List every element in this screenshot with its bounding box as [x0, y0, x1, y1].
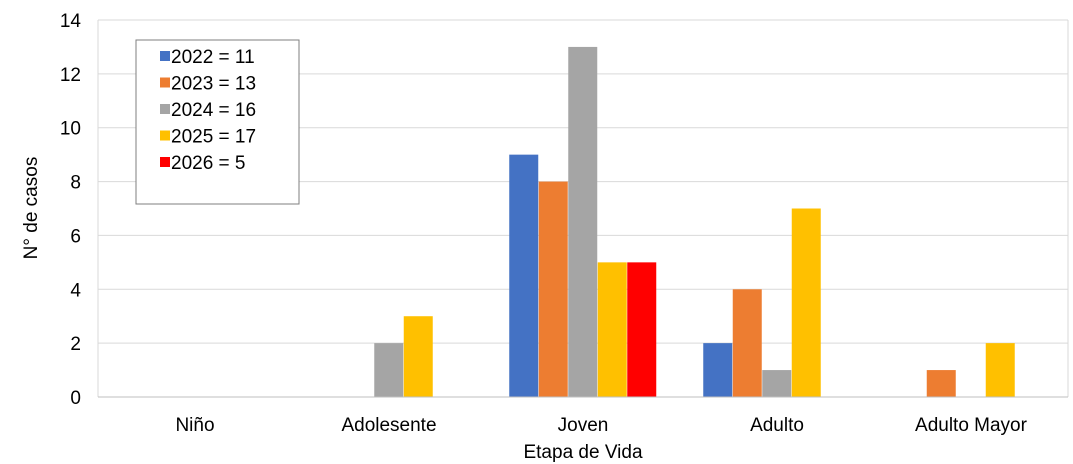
- legend-label: 2025 = 17: [171, 127, 256, 148]
- legend-swatch: [160, 77, 170, 88]
- bar: [374, 343, 404, 397]
- x-tick-label: Joven: [558, 415, 609, 436]
- bar: [538, 181, 568, 397]
- legend-box: [135, 39, 300, 205]
- bar: [791, 208, 821, 397]
- x-tick-label: Niño: [175, 415, 214, 436]
- x-axis-label: Etapa de Vida: [523, 442, 642, 463]
- axes: [97, 19, 1069, 398]
- bar: [403, 316, 433, 397]
- legend-label: 2026 = 5: [171, 153, 246, 174]
- x-tick-label: Adulto: [750, 415, 804, 436]
- bar: [762, 370, 792, 397]
- y-axis-ticks: 0 2 4 6 8 10 12 14: [60, 11, 82, 409]
- y-tick-label: 14: [60, 11, 82, 32]
- y-tick-label: 8: [70, 173, 81, 194]
- legend-swatch: [160, 130, 170, 141]
- bar: [926, 370, 956, 397]
- bar: [985, 343, 1015, 397]
- y-tick-label: 12: [60, 65, 81, 86]
- y-tick-label: 0: [70, 388, 81, 409]
- legend-label: 2024 = 16: [171, 100, 256, 121]
- y-tick-label: 6: [70, 226, 81, 247]
- x-axis-ticks: Niño Adolesente Joven Adulto Adulto Mayor: [175, 415, 1027, 436]
- y-axis-label: N° de casos: [21, 157, 42, 260]
- x-tick-label: Adulto Mayor: [915, 415, 1028, 436]
- bar: [568, 46, 598, 398]
- bar: [509, 154, 539, 397]
- y-tick-label: 10: [60, 119, 81, 140]
- y-tick-label: 2: [70, 334, 81, 355]
- y-tick-label: 4: [70, 280, 81, 301]
- legend-swatch: [160, 104, 170, 114]
- bars: [374, 46, 1015, 398]
- legend-swatch: [160, 157, 170, 167]
- legend-label: 2023 = 13: [171, 74, 256, 95]
- bar: [627, 262, 657, 397]
- bar: [597, 262, 627, 397]
- x-tick-label: Adolesente: [341, 415, 436, 436]
- bar: [732, 289, 762, 397]
- bar: [703, 343, 733, 397]
- legend: 2022 = 11 2023 = 13 2024 = 16 2025 = 17 2026…: [135, 39, 300, 205]
- legend-swatch: [160, 51, 170, 61]
- legend-label: 2022 = 11: [171, 47, 255, 68]
